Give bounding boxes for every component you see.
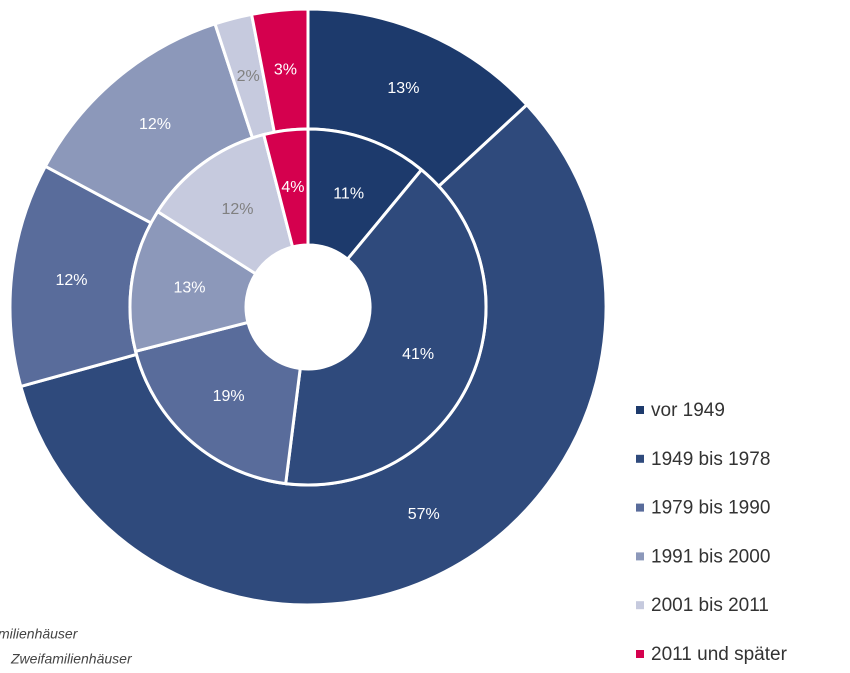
data-label: 3% bbox=[274, 61, 297, 78]
data-label: 13% bbox=[173, 279, 205, 296]
donut-segment bbox=[284, 167, 488, 487]
data-label: 12% bbox=[221, 201, 253, 218]
legend-marker bbox=[636, 406, 644, 414]
donut-segment bbox=[306, 127, 424, 262]
legend-label: 2011 und später bbox=[651, 644, 788, 665]
legend-marker bbox=[636, 503, 644, 512]
data-label: 57% bbox=[408, 506, 440, 523]
donut-segment bbox=[155, 132, 295, 276]
data-label: 12% bbox=[55, 272, 87, 289]
legend-marker bbox=[636, 650, 644, 658]
legend-marker bbox=[636, 601, 644, 610]
donut-segment bbox=[133, 320, 302, 486]
data-label: 13% bbox=[387, 80, 419, 97]
legend-label: vor 1949 bbox=[651, 400, 725, 421]
legend-label: 1949 bis 1978 bbox=[651, 449, 770, 470]
annotation: milienhäuser bbox=[0, 626, 79, 642]
donut-segment bbox=[128, 209, 258, 354]
legend-label: 1979 bis 1990 bbox=[651, 498, 770, 519]
legend-marker bbox=[636, 454, 644, 463]
data-label: 12% bbox=[139, 116, 171, 133]
data-label: 4% bbox=[281, 179, 304, 196]
donut-segment bbox=[261, 127, 310, 249]
legend-label: 1991 bis 2000 bbox=[651, 546, 770, 567]
data-label: 19% bbox=[213, 388, 245, 405]
legend-marker bbox=[636, 552, 644, 561]
data-label: 41% bbox=[402, 346, 434, 363]
data-label: 11% bbox=[333, 185, 364, 202]
legend-label: 2001 bis 2011 bbox=[651, 595, 769, 616]
annotation: Zweifamilienhäuser bbox=[10, 651, 133, 667]
data-label: 2% bbox=[237, 68, 260, 85]
